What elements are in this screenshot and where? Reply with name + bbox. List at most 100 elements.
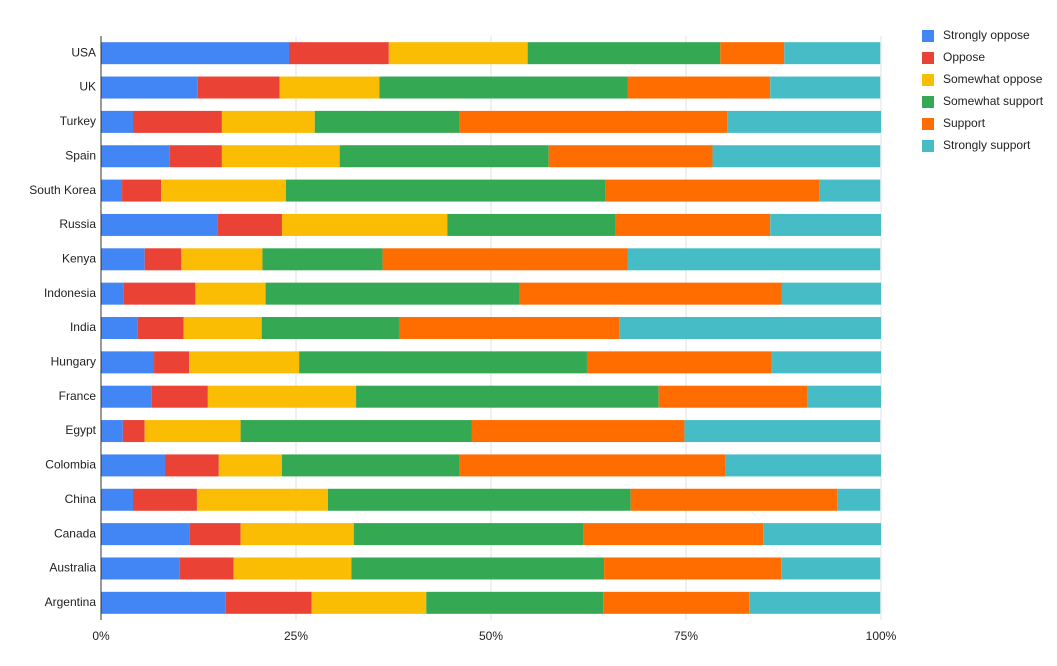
bar-segment bbox=[189, 351, 300, 374]
bar-segment bbox=[285, 179, 606, 202]
bar-segment bbox=[101, 591, 226, 614]
bar-segment bbox=[101, 351, 155, 374]
bar-segment bbox=[261, 317, 399, 339]
legend-label: Support bbox=[943, 116, 986, 130]
bar-segment bbox=[123, 282, 196, 305]
bar-segment bbox=[122, 179, 162, 202]
bar-segment bbox=[398, 317, 620, 339]
bar-segment bbox=[196, 488, 328, 511]
y-tick-label: France bbox=[59, 389, 97, 403]
bar-segment bbox=[459, 454, 726, 477]
bar-segment bbox=[183, 317, 262, 339]
bar-segment bbox=[771, 351, 881, 374]
bar-segment bbox=[388, 42, 528, 65]
bar-segment bbox=[122, 420, 145, 443]
bar-segment bbox=[240, 523, 354, 546]
bar-segment bbox=[819, 179, 881, 202]
y-tick-label: Canada bbox=[54, 526, 96, 540]
bar-segment bbox=[781, 282, 881, 305]
bar-segment bbox=[101, 213, 218, 236]
legend-swatch bbox=[922, 140, 934, 152]
bar-segment bbox=[471, 420, 685, 443]
bar-segment bbox=[725, 454, 881, 477]
bar-segment bbox=[161, 179, 286, 202]
bar-segment bbox=[101, 282, 124, 305]
bar-segment bbox=[382, 248, 628, 271]
bar-segment bbox=[101, 385, 152, 408]
bar-segment bbox=[101, 248, 145, 271]
bar-segment bbox=[169, 145, 222, 168]
bar-segment bbox=[101, 488, 133, 511]
bar-segment bbox=[101, 76, 198, 99]
bar-segment bbox=[763, 523, 881, 546]
bar-segment bbox=[154, 351, 190, 374]
legend-label: Somewhat support bbox=[943, 94, 1044, 108]
legend-label: Strongly oppose bbox=[943, 28, 1030, 42]
bar-segment bbox=[712, 145, 881, 168]
x-tick-label: 100% bbox=[866, 629, 897, 643]
bar-segment bbox=[548, 145, 713, 168]
bar-segment bbox=[101, 420, 123, 443]
bar-segment bbox=[605, 179, 820, 202]
y-tick-label: UK bbox=[79, 80, 96, 94]
bar-segment bbox=[356, 385, 659, 408]
bar-segment bbox=[327, 488, 631, 511]
bar-segment bbox=[225, 591, 312, 614]
legend-label: Strongly support bbox=[943, 138, 1031, 152]
y-tick-label: USA bbox=[71, 45, 96, 59]
bar-segment bbox=[351, 557, 605, 580]
bar-segment bbox=[379, 76, 628, 99]
bar-segment bbox=[684, 420, 881, 443]
bar-segment bbox=[658, 385, 808, 408]
bar-segment bbox=[586, 351, 772, 374]
bar-segment bbox=[426, 591, 604, 614]
bar-segment bbox=[265, 282, 520, 305]
bar-segment bbox=[101, 42, 289, 65]
x-tick-label: 50% bbox=[479, 629, 503, 643]
y-tick-label: Russia bbox=[59, 217, 96, 231]
y-tick-label: Colombia bbox=[45, 458, 96, 472]
bar-segment bbox=[615, 213, 771, 236]
bar-segment bbox=[101, 523, 190, 546]
bar-segment bbox=[527, 42, 721, 65]
bar-segment bbox=[583, 523, 764, 546]
y-tick-label: Indonesia bbox=[44, 286, 96, 300]
bar-segment bbox=[101, 454, 165, 477]
y-tick-label: South Korea bbox=[29, 183, 96, 197]
bar-segment bbox=[262, 248, 383, 271]
y-tick-label: Kenya bbox=[62, 251, 96, 265]
bar-segment bbox=[339, 145, 549, 168]
y-tick-label: Hungary bbox=[51, 355, 96, 369]
bar-segment bbox=[630, 488, 838, 511]
bar-segment bbox=[781, 557, 881, 580]
bar-segment bbox=[132, 110, 222, 133]
bar-segment bbox=[727, 110, 881, 133]
bar-segment bbox=[281, 454, 460, 477]
x-tick-label: 0% bbox=[92, 629, 110, 643]
bar-segment bbox=[144, 248, 182, 271]
legend-swatch bbox=[922, 118, 934, 130]
bar-segment bbox=[164, 454, 219, 477]
bar-segment bbox=[627, 248, 881, 271]
bar-segment bbox=[101, 557, 180, 580]
bar-segment bbox=[181, 248, 263, 271]
bar-segment bbox=[207, 385, 357, 408]
bar-segment bbox=[281, 213, 448, 236]
y-tick-label: Spain bbox=[65, 148, 96, 162]
legend-label: Oppose bbox=[943, 50, 985, 64]
legend-swatch bbox=[922, 52, 934, 64]
legend-swatch bbox=[922, 30, 934, 42]
bar-segment bbox=[784, 42, 881, 65]
bar-segment bbox=[459, 110, 728, 133]
bar-segment bbox=[279, 76, 380, 99]
bar-segment bbox=[288, 42, 389, 65]
bar-segment bbox=[519, 282, 782, 305]
bar-segment bbox=[101, 317, 138, 339]
bar-segment bbox=[314, 110, 460, 133]
bar-segment bbox=[137, 317, 184, 339]
legend-swatch bbox=[922, 74, 934, 86]
x-tick-label: 75% bbox=[674, 629, 698, 643]
bar-segment bbox=[353, 523, 584, 546]
